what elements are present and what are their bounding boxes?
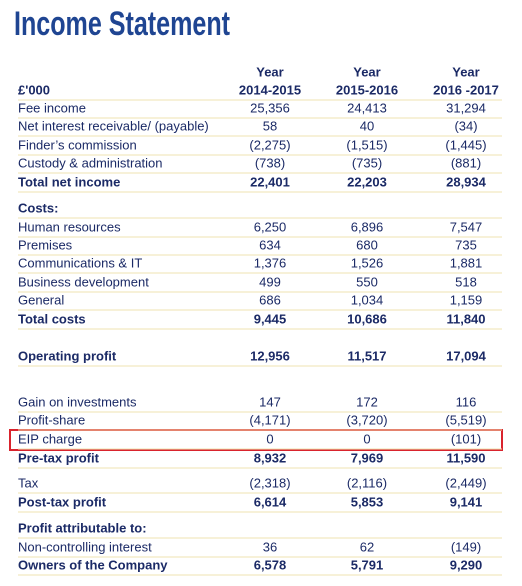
- column-period: 2015-2016: [336, 82, 398, 97]
- column-year: Year: [256, 64, 283, 79]
- cell-value: 6,614: [254, 494, 287, 509]
- cell-value: (735): [352, 155, 382, 170]
- cell-value: 1,881: [450, 255, 483, 270]
- row-label: Owners of the Company: [18, 557, 168, 572]
- cell-value: 499: [259, 274, 281, 289]
- row-label: Non-controlling interest: [18, 539, 152, 554]
- cell-value: 36: [263, 539, 277, 554]
- cell-value: (3,720): [346, 412, 387, 427]
- cell-value: (738): [255, 155, 285, 170]
- row-label: Finder’s commission: [18, 137, 137, 152]
- cell-value: 147: [259, 394, 281, 409]
- cell-value: 11,590: [446, 450, 485, 465]
- row-label: Pre-tax profit: [18, 450, 100, 465]
- cell-value: 22,401: [250, 174, 290, 189]
- row-label: Total net income: [18, 174, 120, 189]
- cell-value: 7,969: [351, 450, 384, 465]
- cell-value: (1,515): [346, 137, 387, 152]
- row-label: Profit attributable to:: [18, 520, 147, 535]
- cell-value: (4,171): [249, 412, 290, 427]
- cell-value: (2,275): [249, 137, 290, 152]
- row-label: Costs:: [18, 200, 58, 215]
- cell-value: 0: [266, 431, 273, 446]
- cell-value: 6,578: [254, 557, 287, 572]
- cell-value: 24,413: [347, 100, 387, 115]
- row-label: General: [18, 292, 64, 307]
- column-year: Year: [353, 64, 380, 79]
- row-label: Net interest receivable/ (payable): [18, 118, 209, 133]
- cell-value: (101): [451, 431, 481, 446]
- row-label: Business development: [18, 274, 149, 289]
- row-label: Fee income: [18, 100, 86, 115]
- cell-value: 5,853: [351, 494, 384, 509]
- cell-value: (1,445): [445, 137, 486, 152]
- row-label: Post-tax profit: [18, 494, 107, 509]
- row-label: Human resources: [18, 219, 121, 234]
- cell-value: 31,294: [446, 100, 486, 115]
- row-label: Gain on investments: [18, 394, 137, 409]
- cell-value: 40: [360, 118, 374, 133]
- cell-value: 9,445: [254, 311, 287, 326]
- cell-value: 11,517: [347, 348, 386, 363]
- cell-value: 1,526: [351, 255, 384, 270]
- row-label: Total costs: [18, 311, 86, 326]
- cell-value: (2,318): [249, 475, 290, 490]
- column-period: 2014-2015: [239, 82, 301, 97]
- cell-value: 550: [356, 274, 378, 289]
- cell-value: 686: [259, 292, 281, 307]
- cell-value: 735: [455, 237, 477, 252]
- cell-value: 7,547: [450, 219, 483, 234]
- cell-value: 12,956: [250, 348, 290, 363]
- cell-value: 680: [356, 237, 378, 252]
- cell-value: 17,094: [446, 348, 487, 363]
- cell-value: (2,116): [347, 475, 387, 490]
- cell-value: 58: [263, 118, 277, 133]
- cell-value: (2,449): [445, 475, 486, 490]
- row-label: Premises: [18, 237, 73, 252]
- cell-value: 1,376: [254, 255, 287, 270]
- cell-value: (5,519): [445, 412, 486, 427]
- cell-value: 518: [455, 274, 477, 289]
- cell-value: (34): [454, 118, 477, 133]
- cell-value: 9,141: [450, 494, 483, 509]
- cell-value: 28,934: [446, 174, 487, 189]
- cell-value: (149): [451, 539, 481, 554]
- row-label: EIP charge: [18, 431, 82, 446]
- cell-value: 5,791: [351, 557, 384, 572]
- cell-value: 8,932: [254, 450, 287, 465]
- row-label: Custody & administration: [18, 155, 163, 170]
- cell-value: 62: [360, 539, 374, 554]
- cell-value: 6,896: [351, 219, 384, 234]
- cell-value: 6,250: [254, 219, 287, 234]
- cell-value: 0: [363, 431, 370, 446]
- column-year: Year: [452, 64, 479, 79]
- cell-value: 116: [456, 394, 477, 409]
- cell-value: (881): [451, 155, 481, 170]
- row-label: Operating profit: [18, 348, 117, 363]
- cell-value: 1,034: [351, 292, 384, 307]
- cell-value: 172: [356, 394, 378, 409]
- title: Income Statement: [14, 5, 230, 43]
- cell-value: 11,840: [446, 311, 485, 326]
- cell-value: 10,686: [347, 311, 387, 326]
- cell-value: 25,356: [250, 100, 290, 115]
- cell-value: 22,203: [347, 174, 387, 189]
- cell-value: 1,159: [450, 292, 483, 307]
- cell-value: 634: [259, 237, 281, 252]
- row-label: Profit-share: [18, 412, 85, 427]
- row-label: Communications & IT: [18, 255, 142, 270]
- column-period: 2016 -2017: [433, 82, 499, 97]
- cell-value: 9,290: [450, 557, 483, 572]
- unit-label: £'000: [18, 82, 50, 97]
- row-label: Tax: [18, 475, 39, 490]
